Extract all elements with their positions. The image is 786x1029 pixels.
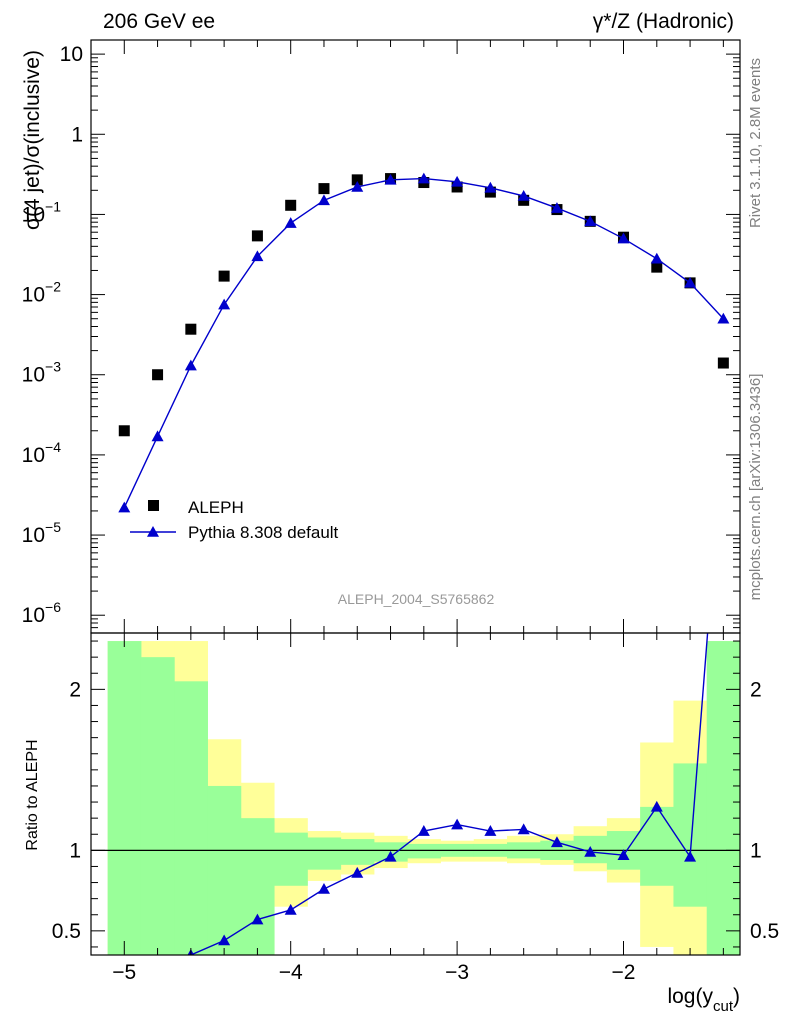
legend-marker-aleph — [148, 500, 159, 511]
y-tick-label: 2 — [69, 678, 81, 701]
y-tick-label: 1 — [71, 123, 83, 146]
ratio-point — [517, 823, 530, 835]
data-point-pythia — [451, 175, 464, 187]
ratio-point — [684, 850, 697, 862]
ratio-point — [550, 836, 563, 848]
data-point-pythia — [417, 172, 430, 184]
ratio-point — [218, 934, 231, 946]
data-point-aleph — [651, 261, 663, 273]
rivet-label: Rivet 3.1.10, 2.8M events — [747, 58, 764, 228]
main-y-axis-label: σ(4 jet)/σ(inclusive) — [21, 50, 44, 230]
data-point-pythia — [384, 173, 397, 185]
y-tick-label: 10−6 — [22, 599, 62, 627]
data-point-aleph — [351, 174, 363, 186]
y-tick-label-right: 0.5 — [750, 920, 779, 943]
ratio-point — [351, 866, 364, 878]
x-tick-label: −4 — [279, 961, 303, 984]
analysis-label: ALEPH_2004_S5765862 — [338, 591, 495, 607]
ratio-point — [417, 825, 430, 836]
ratio-point — [484, 825, 497, 836]
data-point-pythia — [650, 252, 663, 264]
data-point-pythia — [550, 202, 563, 213]
x-tick-label: −5 — [112, 961, 136, 984]
y-tick-label: 10−1 — [22, 198, 62, 226]
data-point-aleph — [285, 199, 297, 211]
ratio-point — [384, 850, 397, 862]
data-point-pythia — [617, 232, 630, 244]
ratio-point — [617, 849, 630, 860]
x-axis-label: log(ycut) — [667, 985, 740, 1015]
ratio-y-axis-label: Ratio to ALEPH — [24, 739, 41, 850]
band-inner — [140, 657, 175, 955]
data-point-pythia — [151, 430, 164, 442]
band-inner — [673, 763, 708, 907]
data-point-pythia — [351, 180, 364, 192]
ratio-point — [650, 800, 663, 812]
data-point-pythia — [118, 501, 131, 513]
data-point-pythia — [484, 181, 497, 193]
ratio-point — [317, 882, 330, 894]
main-frame — [90, 39, 741, 634]
legend: ALEPH Pythia 8.308 default — [130, 498, 339, 542]
data-point-pythia — [584, 215, 597, 227]
x-tick-label: −2 — [612, 961, 636, 984]
data-point-pythia — [317, 194, 330, 206]
ratio-point — [584, 845, 597, 857]
data-point-pythia — [251, 250, 264, 262]
band-inner — [274, 832, 308, 886]
main-panel: 10 1 10−1 10−2 10−3 10−4 10−5 10−6 σ(4 jet)/σ(i… — [21, 39, 741, 634]
mcplots-label: mcplots.cern.ch [arXiv:1306.3436] — [747, 374, 764, 601]
ratio-panel: 2 2 1 1 0.5 0.5 −5 −4 −3 −2 Ratio to ALEPH log(y… — [24, 632, 779, 1015]
band-inner — [407, 843, 441, 859]
ratio-frame — [90, 632, 741, 956]
data-point-aleph — [118, 425, 130, 437]
band-inner — [174, 681, 208, 955]
legend-label-pythia: Pythia 8.308 default — [188, 523, 339, 542]
data-point-aleph — [318, 183, 330, 195]
header-process-label: γ*/Z (Hadronic) — [593, 10, 734, 33]
y-tick-label: 10−5 — [22, 519, 62, 547]
y-tick-label: 0.5 — [52, 920, 81, 943]
data-point-pythia — [284, 217, 297, 228]
data-point-aleph — [451, 181, 463, 193]
data-point-aleph — [218, 270, 230, 282]
y-tick-label-right: 1 — [750, 839, 762, 862]
y-tick-label: 10−3 — [22, 359, 62, 387]
ratio-point — [284, 903, 297, 915]
y-tick-label-right: 2 — [750, 678, 762, 701]
y-tick-label: 10−2 — [22, 279, 62, 307]
data-point-aleph — [251, 230, 263, 242]
band-inner — [340, 839, 375, 865]
ratio-point — [451, 818, 464, 830]
data-point-pythia — [218, 298, 231, 310]
data-point-pythia — [684, 276, 697, 288]
data-point-aleph — [717, 357, 729, 369]
data-point-pythia — [517, 189, 530, 201]
data-point-pythia — [184, 359, 197, 371]
legend-marker-pythia — [147, 526, 159, 537]
header-energy-label: 206 GeV ee — [103, 10, 215, 33]
x-tick-label: −3 — [445, 961, 469, 984]
data-point-aleph — [185, 323, 197, 335]
pythia-line — [123, 177, 724, 508]
ratio-point — [251, 913, 264, 925]
band-inner — [207, 785, 242, 955]
band-inner — [307, 837, 342, 870]
y-tick-label: 10−4 — [22, 439, 62, 467]
band-inner — [240, 818, 275, 955]
band-inner — [107, 641, 142, 955]
data-point-pythia — [717, 312, 730, 324]
y-tick-label: 10 — [60, 43, 83, 66]
y-tick-label: 1 — [69, 839, 81, 862]
band-inner — [640, 806, 674, 886]
data-point-aleph — [152, 369, 164, 381]
band-inner — [706, 641, 740, 955]
legend-label-aleph: ALEPH — [188, 498, 244, 517]
